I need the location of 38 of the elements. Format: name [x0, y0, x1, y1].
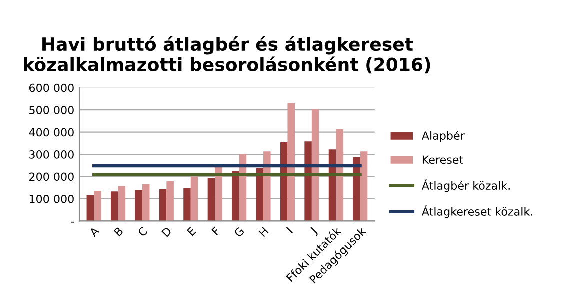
bar [184, 188, 191, 222]
y-tick-label: 200 000 [30, 172, 74, 182]
bar [232, 171, 240, 222]
x-tick-label: H [258, 227, 269, 238]
legend-label: Alapbér [422, 130, 465, 142]
bar [159, 189, 167, 222]
x-tick-label: E [186, 226, 196, 236]
x-tick-label: F [212, 226, 221, 236]
y-tick-label: 500 000 [30, 106, 74, 114]
bar [94, 190, 102, 222]
bar [166, 181, 174, 222]
legend-label: Kereset [422, 156, 464, 164]
chart-title: Havi bruttó átlagbér és átlagkereset közalkalmazotti besorolásonként (2016) [24, 36, 430, 74]
legend-label: Átlagkereset közalk. [422, 206, 532, 218]
x-tick-label: I [286, 227, 293, 234]
bar [135, 190, 142, 222]
bar [208, 178, 216, 222]
bar [110, 192, 118, 222]
bar [118, 186, 126, 222]
x-tick-label: G [234, 226, 245, 238]
legend-label: Átlagbér közalk. [422, 180, 510, 192]
bar [190, 176, 198, 222]
x-tick-label: C [138, 226, 148, 238]
y-tick-label: 400 000 [29, 128, 74, 137]
y-tick-label: 600 000 [29, 84, 74, 92]
y-tick-label: 300 000 [30, 150, 74, 159]
bar [336, 129, 344, 222]
bar [86, 195, 94, 222]
y-tick-label: - [71, 222, 74, 223]
x-tick-label: A [88, 226, 100, 238]
bar [142, 184, 150, 222]
bar [288, 103, 295, 222]
x-tick-label: D [162, 226, 172, 238]
x-tick-label: B [114, 226, 124, 237]
bar [360, 152, 368, 222]
y-tick-label: 100 000 [30, 194, 74, 204]
bar [215, 166, 222, 222]
bar [312, 109, 320, 222]
